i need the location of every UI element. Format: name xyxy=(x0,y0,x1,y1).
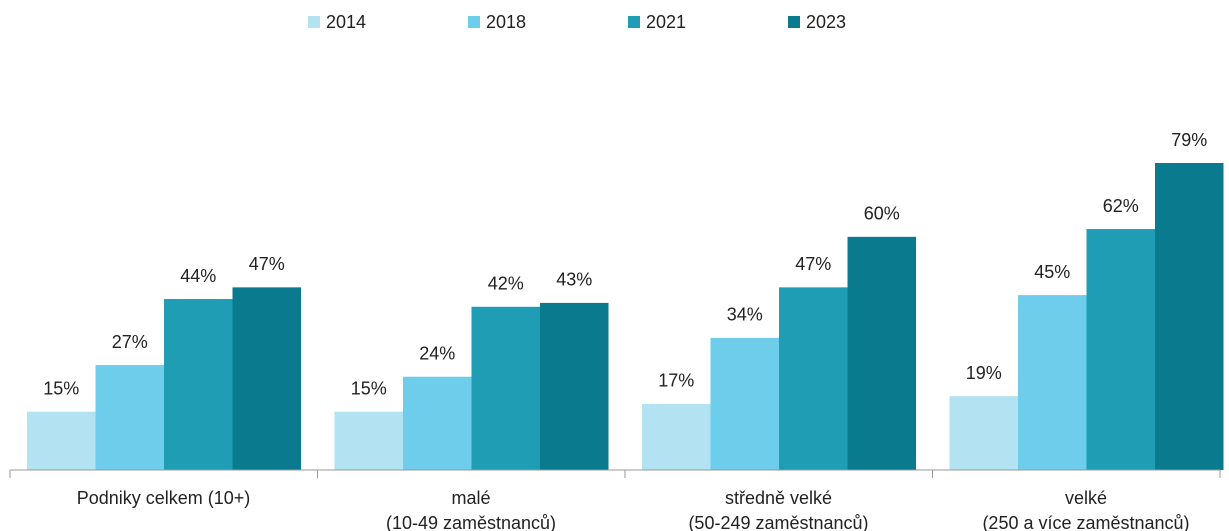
bar xyxy=(403,376,472,470)
data-label: 79% xyxy=(1171,130,1207,150)
legend-label: 2014 xyxy=(326,12,366,32)
data-label: 34% xyxy=(727,305,763,325)
bar xyxy=(471,306,540,470)
bar xyxy=(95,365,164,470)
bar xyxy=(779,287,848,470)
bar xyxy=(710,337,779,470)
bar xyxy=(1155,163,1224,470)
bar xyxy=(232,287,301,470)
legend-label: 2018 xyxy=(486,12,526,32)
data-label: 45% xyxy=(1034,262,1070,282)
data-label: 42% xyxy=(488,274,524,294)
x-tick-label: malé (10-49 zaměstnanců) xyxy=(385,488,557,531)
legend-swatch xyxy=(628,16,640,28)
x-tick-label: velké (250 a více zaměstnanců) xyxy=(982,488,1190,531)
data-label: 24% xyxy=(419,343,455,363)
data-label: 60% xyxy=(864,204,900,224)
legend-swatch xyxy=(308,16,320,28)
bar xyxy=(1086,229,1155,470)
data-label: 47% xyxy=(795,254,831,274)
data-label: 17% xyxy=(658,371,694,391)
bar xyxy=(847,236,916,470)
data-label: 44% xyxy=(180,266,216,286)
data-label: 62% xyxy=(1103,196,1139,216)
legend-swatch xyxy=(468,16,480,28)
x-tick-label: středně velké (50-249 zaměstnanců) xyxy=(688,488,869,531)
data-label: 43% xyxy=(556,270,592,290)
bar xyxy=(642,403,711,470)
bar xyxy=(164,299,233,470)
data-label: 47% xyxy=(249,254,285,274)
data-label: 15% xyxy=(43,378,79,398)
legend-swatch xyxy=(788,16,800,28)
bar xyxy=(540,302,609,470)
bar xyxy=(334,411,403,470)
legend-label: 2021 xyxy=(646,12,686,32)
legend-label: 2023 xyxy=(806,12,846,32)
data-label: 19% xyxy=(966,363,1002,383)
bar xyxy=(949,396,1018,470)
x-tick-label: Podniky celkem (10+) xyxy=(76,488,251,508)
bar xyxy=(1018,295,1087,470)
bar xyxy=(27,411,96,470)
data-label: 15% xyxy=(351,378,387,398)
data-label: 27% xyxy=(112,332,148,352)
